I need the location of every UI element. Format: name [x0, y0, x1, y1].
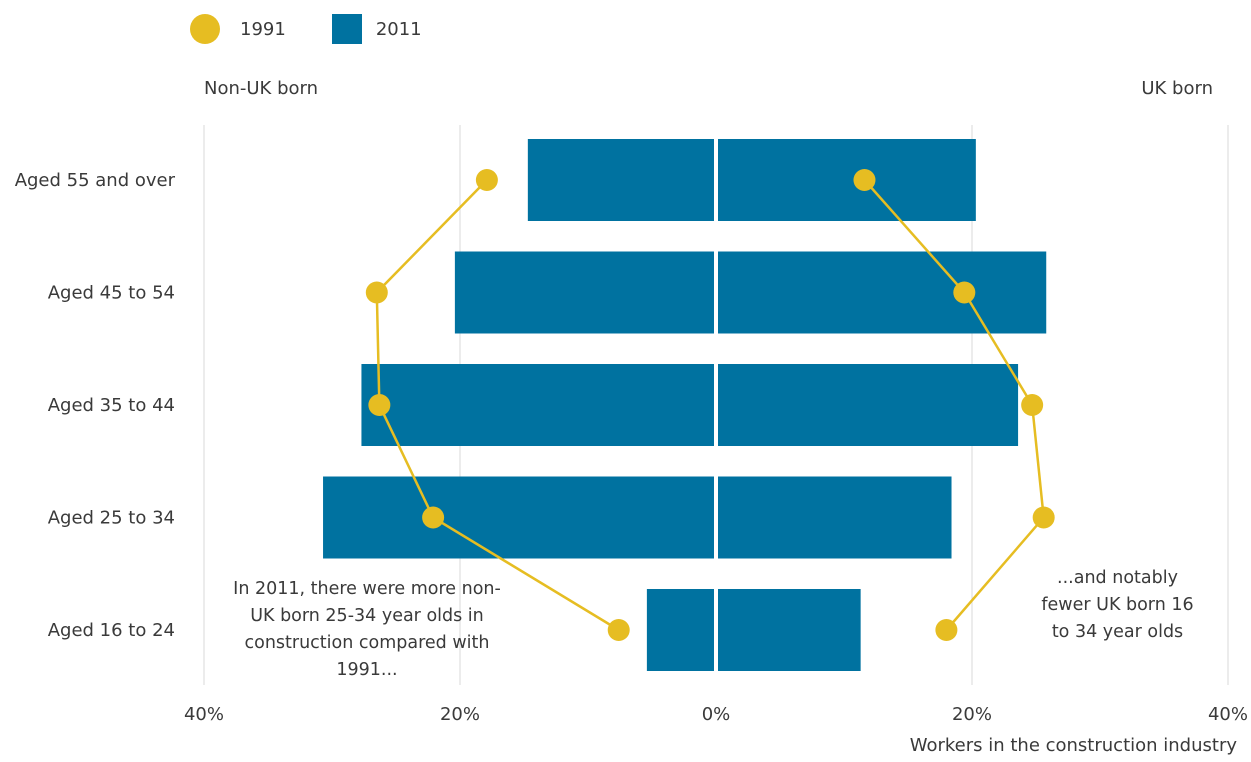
bar-2011-non-uk-1 [454, 251, 716, 334]
annotation-non-uk: In 2011, there were more non-UK born 25-… [233, 579, 501, 680]
legend: 1991 2011 [190, 14, 468, 44]
category-label-0: Aged 55 and over [15, 170, 176, 191]
side-label-uk-born: UK born [1141, 78, 1213, 99]
point-1991-uk-3 [1032, 506, 1055, 529]
point-1991-uk-2 [1021, 394, 1044, 416]
legend-label-2011: 2011 [375, 18, 422, 40]
bar-2011-uk-0 [716, 139, 976, 221]
x-tick-label-0: 40% [184, 704, 224, 725]
point-1991-non-uk-0 [475, 169, 498, 191]
bar-2011-uk-3 [716, 476, 952, 559]
bar-2011-uk-4 [716, 589, 861, 671]
point-1991-uk-1 [953, 281, 976, 304]
category-label-4: Aged 16 to 24 [48, 620, 175, 641]
category-label-1: Aged 45 to 54 [48, 283, 175, 304]
x-tick-label-4: 40% [1208, 704, 1248, 725]
bar-2011-non-uk-4 [646, 589, 716, 671]
bar-2011-non-uk-2 [361, 364, 716, 446]
point-1991-non-uk-3 [422, 506, 445, 529]
point-1991-uk-4 [935, 619, 958, 641]
legend-item-2011: 2011 [331, 14, 422, 44]
category-label-2: Aged 35 to 44 [48, 395, 175, 416]
bar-2011-non-uk-3 [323, 476, 716, 559]
bar-2011-non-uk-0 [527, 139, 716, 221]
point-1991-uk-0 [853, 169, 876, 191]
bar-2011-uk-1 [716, 251, 1047, 334]
legend-swatch-1991 [190, 14, 220, 44]
x-tick-label-2: 0% [702, 704, 731, 725]
category-label-3: Aged 25 to 34 [48, 508, 175, 529]
x-tick-label-1: 20% [440, 704, 480, 725]
legend-swatch-2011 [331, 14, 362, 44]
annotation-uk: ...and notably fewer UK born 16 to 34 ye… [1041, 568, 1194, 642]
side-label-non-uk-born: Non-UK born [204, 78, 319, 99]
legend-item-1991: 1991 [190, 14, 286, 44]
point-1991-non-uk-2 [368, 394, 391, 416]
x-axis-title: Workers in the construction industry [909, 735, 1237, 756]
x-tick-label-3: 20% [952, 704, 992, 725]
point-1991-non-uk-1 [365, 281, 388, 304]
point-1991-non-uk-4 [607, 619, 630, 641]
bar-2011-uk-2 [716, 364, 1019, 446]
legend-label-1991: 1991 [240, 18, 286, 40]
